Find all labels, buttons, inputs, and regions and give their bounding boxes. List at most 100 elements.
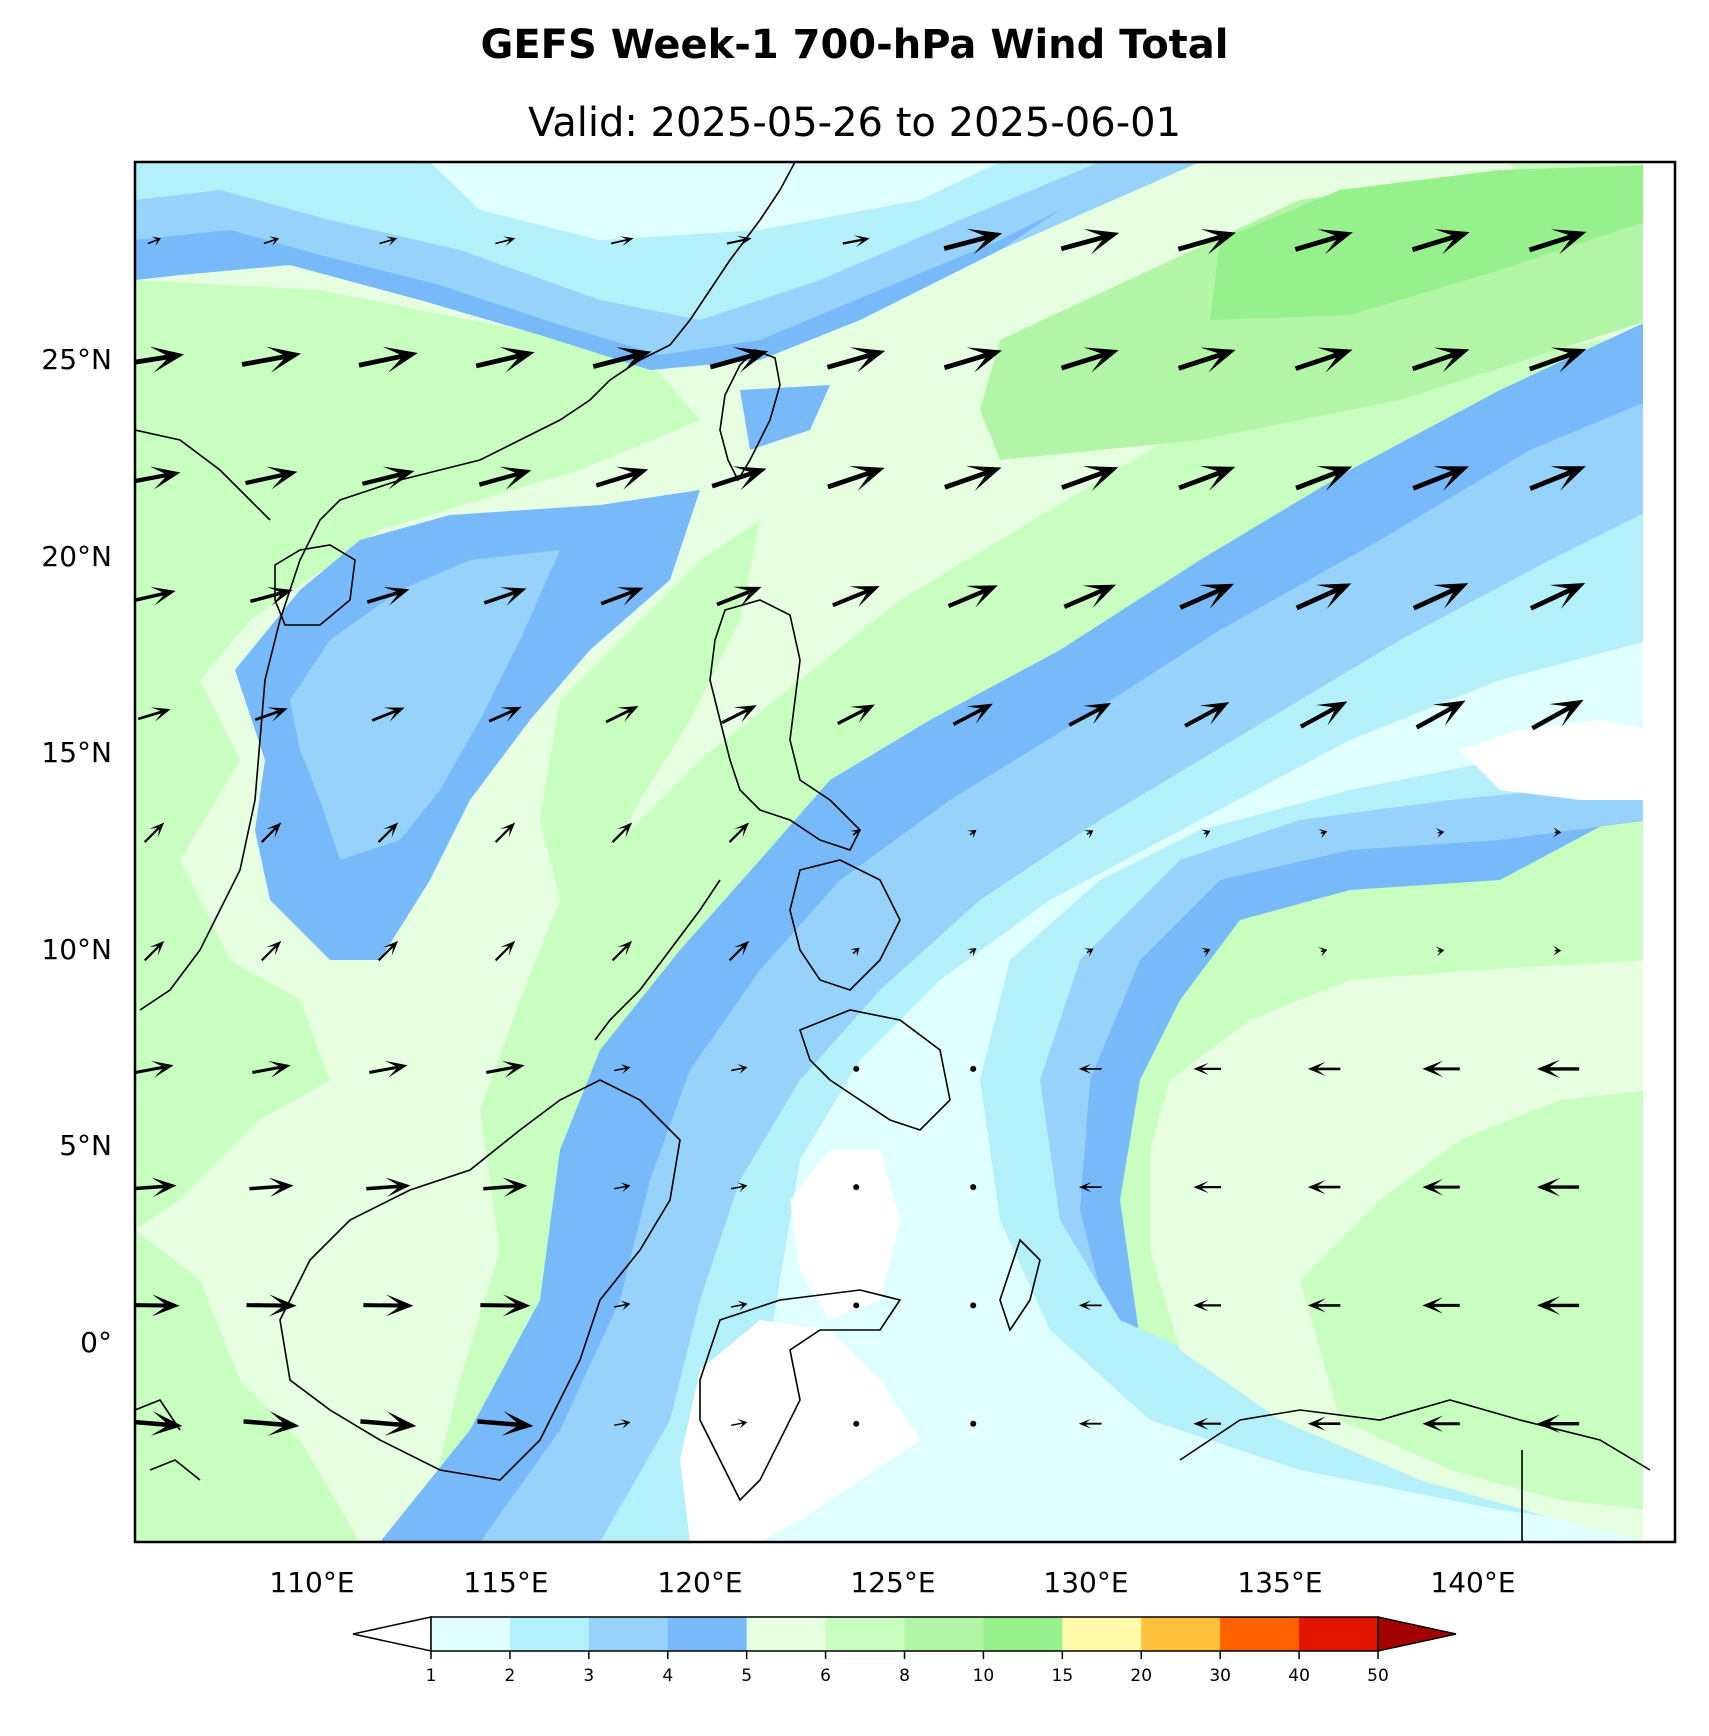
coast-luzon: [709, 599, 861, 851]
field-north-band-core: [135, 210, 1060, 370]
wind-vector: [483, 587, 527, 606]
field-scs-blue-mid: [290, 550, 560, 860]
coastlines: [135, 162, 1651, 1542]
wind-vector: [147, 236, 162, 246]
wind-vector: [1307, 1061, 1341, 1077]
wind-vector: [361, 466, 415, 490]
wind-vector: [1078, 1300, 1102, 1311]
colorbar-swatch: [1299, 1617, 1379, 1651]
wind-vector: [614, 1064, 631, 1074]
field-west-lightgreen: [135, 162, 1650, 1542]
wind-vector: [477, 1411, 534, 1436]
colorbar-tick-label: 1: [426, 1666, 437, 1686]
wind-vector: [716, 586, 762, 607]
wind-vector: [494, 822, 516, 843]
wind-vector: [478, 466, 532, 490]
wind-vector: [1415, 700, 1466, 730]
wind-vector: [260, 822, 282, 843]
coast-palawan: [594, 879, 721, 1041]
wind-vector: [1078, 1418, 1102, 1429]
colorbar-swatch: [983, 1617, 1063, 1651]
wind-vector: [967, 829, 977, 839]
lon-label-130: 130°E: [1043, 1566, 1128, 1599]
field-east-calm: [1460, 720, 1650, 800]
lon-label-125: 125°E: [850, 1566, 935, 1599]
wind-vector: [943, 347, 1002, 373]
wind-vector: [1536, 1177, 1580, 1197]
wind-vector: [614, 1418, 631, 1429]
wind-vector: [728, 940, 750, 962]
lat-label-20: 20°N: [41, 540, 112, 573]
wind-vector: [1307, 1298, 1341, 1313]
wind-vector: [832, 586, 880, 608]
wind-vector: [1435, 828, 1445, 838]
wind-vector: [1422, 1415, 1460, 1432]
wind-vector: [967, 948, 977, 957]
wind-vector: [377, 940, 399, 962]
wind-vector: [1536, 1414, 1580, 1433]
wind-vector: [1294, 347, 1353, 373]
wind-vector: [1411, 229, 1470, 255]
colorbar-swatch: [904, 1617, 984, 1651]
wind-vector: [1179, 583, 1235, 610]
wind-vector: [1412, 466, 1470, 491]
wind-vector: [1060, 347, 1119, 373]
coast-asia-mainland: [139, 162, 796, 1011]
wind-vector: [610, 236, 634, 247]
wind-vector: [1553, 827, 1562, 838]
wind-vector: [135, 346, 185, 373]
wind-vector: [1193, 1299, 1222, 1312]
wind-vector-calm: [853, 1184, 860, 1191]
wind-vector: [363, 1294, 414, 1317]
coast-sumatra: [135, 1399, 181, 1431]
colorbar-tick-label: 10: [973, 1666, 995, 1686]
wind-vector: [368, 1060, 408, 1078]
lon-label-115: 115°E: [463, 1566, 548, 1599]
wind-vector: [842, 235, 870, 248]
wind-vector: [1536, 1296, 1580, 1315]
wind-vector: [1177, 229, 1237, 255]
wind-vector: [1318, 828, 1328, 839]
coast-mindanao: [799, 1009, 951, 1131]
wind-vector: [1060, 228, 1120, 255]
wind-vector: [614, 1182, 631, 1193]
wind-vector: [731, 1182, 748, 1193]
coast-halmahera: [999, 1238, 1041, 1332]
wind-vector: [1318, 947, 1328, 957]
wind-vector: [1422, 1060, 1460, 1078]
colorbar-swatch: [746, 1617, 827, 1651]
wind-vector: [731, 1418, 748, 1429]
wind-vector: [1529, 583, 1586, 611]
wind-vector: [827, 465, 885, 491]
wind-vector: [143, 822, 165, 843]
coast-malay: [149, 1459, 201, 1481]
colorbar-tick-label: 4: [662, 1666, 673, 1686]
wind-vector: [1307, 1179, 1341, 1195]
wind-vector-calm: [853, 1420, 860, 1427]
wind-vector: [709, 347, 769, 373]
wind-vector: [1084, 948, 1094, 958]
field-celebes-calm: [790, 1150, 900, 1320]
chart-title: GEFS Week-1 700-hPa Wind Total: [480, 22, 1229, 68]
wind-vector: [1531, 699, 1584, 731]
wind-vector: [1178, 466, 1236, 491]
wind-vector: [952, 703, 993, 726]
colorbar-swatch: [1141, 1617, 1221, 1651]
wind-vector: [483, 1177, 528, 1197]
wind-vectors: [135, 228, 1587, 1436]
field-west-green: [135, 280, 700, 1230]
field-sulawesi-calm: [680, 1320, 920, 1542]
wind-vector: [1078, 1182, 1102, 1193]
wind-vector: [611, 822, 633, 843]
wind-vector: [1193, 1181, 1222, 1194]
wind-vector: [836, 704, 875, 726]
field-edge-nodata: [1643, 162, 1675, 1542]
wind-vector: [480, 1294, 531, 1317]
wind-vector-calm: [970, 1184, 977, 1191]
colorbar-tick-label: 5: [741, 1666, 752, 1686]
wind-vector: [360, 1411, 417, 1436]
lat-label-0: 0°: [80, 1326, 112, 1359]
wind-vector: [1294, 229, 1353, 255]
wind-vector: [243, 1411, 300, 1436]
wind-vector: [135, 466, 181, 490]
